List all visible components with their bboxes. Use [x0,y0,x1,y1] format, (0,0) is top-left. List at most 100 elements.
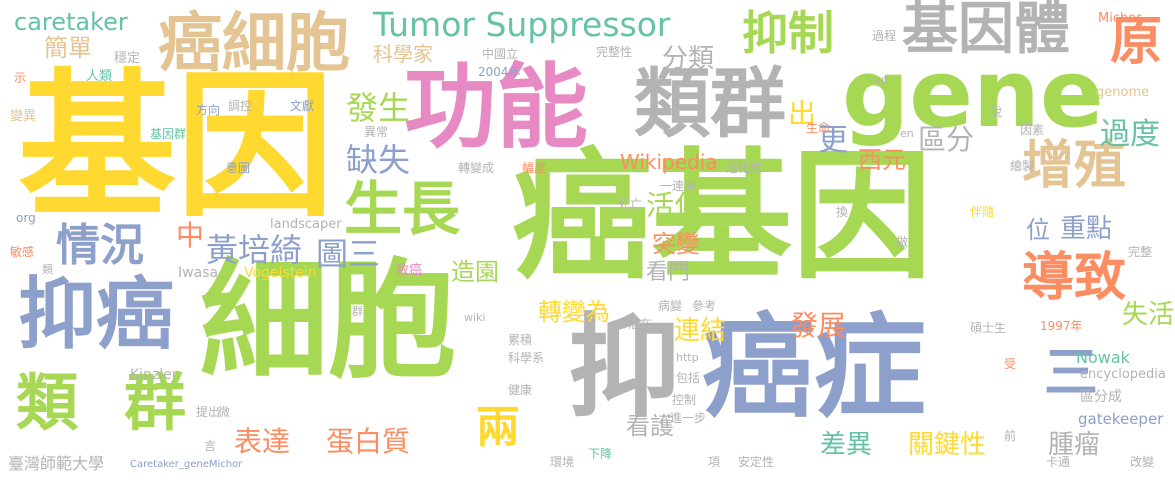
word-katong: 卡通 [1046,455,1071,469]
word-xiyuan: 西元 [858,146,906,174]
word-biaoda: 表達 [234,425,291,458]
word-tiaokong: 調控 [228,99,253,113]
word-fasheng: 發生 [346,89,411,127]
word-queshi: 缺失 [346,141,411,179]
word-tusan: 圖三 [316,235,381,273]
word-shengming: 生命 [806,121,831,135]
word-huohuacheng: 活化成 [726,161,763,175]
word-danbaizhi: 蛋白質 [326,425,411,458]
word-zhiai: 致癌 [396,263,423,278]
word-gene: gene [842,40,1104,149]
word-jiyinqun: 基因群 [150,127,187,141]
word-zhuanbianwei: 轉變為 [538,298,610,326]
word-zhongliu: 腫瘤 [1048,430,1101,460]
word-wiki: wiki [464,311,486,324]
word-kinzler: Kinzler [130,367,178,383]
word-wenxian: 文獻 [290,99,315,113]
word-gaibian: 改變 [1130,455,1155,469]
word-liang: 兩 [476,402,520,453]
word-guodu: 過度 [1100,117,1160,152]
word-baokuo: 包括 [676,371,701,385]
word-kanhu: 看護 [626,412,674,440]
word-qun2: 群 [352,305,363,318]
word-aixibao: 癌細胞 [158,7,350,81]
word-landscaper: landscaper [270,217,342,232]
word-qingkuang: 情況 [56,220,144,271]
word-zhong: 中 [176,219,205,252]
word-tichu: 提出 [196,405,221,419]
word-tumor-suppressor: Tumor Suppressor [373,5,671,44]
word-xiang: 項 [708,455,721,469]
word-yuan: 原 [1110,12,1163,72]
word-yichang: 異常 [364,125,389,139]
word-genome: genome [1096,85,1150,100]
word-yiai: 抑癌 [18,270,175,360]
word-wanzhengxing: 完整性 [596,45,633,59]
word-nowak: Nowak [1076,348,1130,367]
word-jiankang: 健康 [508,383,533,397]
word-bianyi: 變異 [10,109,37,124]
word-chu: 出 [788,97,817,130]
word-fazhan: 發展 [790,309,847,342]
word-qufen: 區分 [918,123,975,156]
word-kongzhi: 控制 [672,393,697,407]
word-zaoyuan: 造園 [451,258,499,286]
word-shi: 示 [14,71,27,85]
word-yitu: 意圖 [226,161,251,175]
word-free: free [866,73,888,86]
word-huohua: 活化 [646,189,703,222]
word-qun: 群 [124,366,187,439]
word-yi: 抑 [568,303,680,433]
word-wending: 穩定 [114,51,141,66]
word-en: en [900,127,914,140]
word-yiliangchuan: 一連串 [660,179,697,193]
word-qian: 前 [1004,429,1017,443]
word-guocheng: 過程 [872,29,897,43]
word-kexuejia: 科學家 [373,42,433,66]
word-qufencheng: 區分成 [1080,389,1122,405]
word-shuoshi: 碩士生 [970,321,1007,335]
word-siwang: 死亡 [618,197,643,211]
word-shuo: 說 [990,105,1003,119]
word-lei: 類 [16,366,79,439]
word-cankao: 參考 [692,299,717,313]
word-daozhi: 導致 [1022,248,1127,308]
word-banxue: 伴隨 [970,205,995,219]
word-chayi: 差異 [820,430,873,460]
word-shouhuo: 受 [1004,357,1017,371]
word-san: 三 [1044,341,1098,404]
word-zhongdian: 重點 [1060,214,1113,244]
word-wanzheng: 完整 [1128,245,1153,259]
word-jinyibu: 進一步 [670,411,707,425]
word-geng: 更 [818,123,848,158]
word-shengzhang: 生長 [344,175,461,243]
word-aijiyin: 癌基因 [512,136,933,299]
word-renlei: 人類 [86,69,113,84]
word-kanmen: 看門 [646,260,691,285]
word-fangxiang: 方向 [196,103,221,117]
word-lei2: 類 [42,263,53,276]
word-gatekeeper: gatekeeper [1078,410,1164,428]
word-year2004: 2004年 [478,65,521,79]
word-michor: Michor [1098,11,1142,26]
word-taiwan: 臺灣師範大學 [8,454,105,473]
word-gongneng: 功能 [404,54,589,161]
word-wei2: 微 [218,405,231,419]
word-huizhi: 繪製 [1010,159,1035,173]
word-wei: 位 [1026,216,1050,244]
word-vogelstein: Vogelstein [244,265,317,281]
word-huanjing: 環境 [550,455,575,469]
word-caretaker-michor: Caretaker_geneMichor [130,459,243,470]
word-jiyinti: 基因體 [902,0,1070,62]
word-zengzhi: 增殖 [1022,136,1127,196]
word-lianjie: 連結 [674,316,727,346]
word-leiji: 累積 [508,333,533,347]
word-wikipedia: Wikipedia [620,150,718,174]
word-http: http [676,351,699,364]
word-kexuexi: 科學系 [508,351,545,365]
word-org: org [16,211,36,225]
word-xibao: 細胞 [200,247,457,396]
word-caretaker: caretaker [14,8,128,36]
word-guanjianxing: 關鍵性 [908,430,987,460]
